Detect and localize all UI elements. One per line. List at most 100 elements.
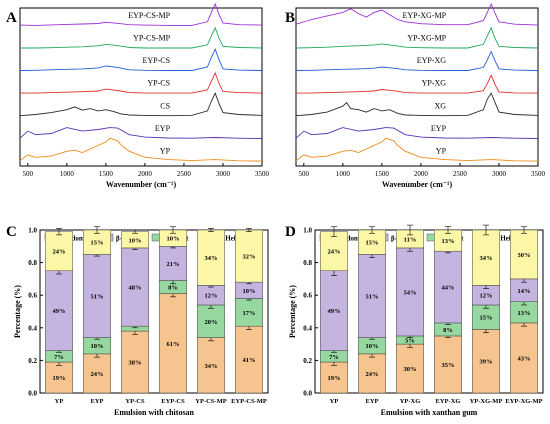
bar-panel-C: 0.0 0.2 0.4 0.6 0.8 1.0 Percentage (%) Emulsion… (13, 226, 269, 417)
bar-segment (396, 247, 424, 337)
category-label: YP (330, 398, 339, 405)
data-label: 32% (243, 254, 256, 261)
x-tick-label: 3000 (492, 170, 507, 178)
data-label: 48% (129, 285, 142, 292)
bar-segment (510, 229, 538, 280)
data-label: 11% (404, 236, 417, 243)
x-tick-label: 3500 (531, 170, 546, 178)
data-label: 15% (91, 240, 104, 247)
data-label: 21% (167, 261, 180, 268)
spectrum-line (295, 92, 539, 117)
x-tick-label: 2000 (138, 170, 153, 178)
legend-label: α-Helix (219, 235, 242, 243)
data-label: 24% (91, 371, 104, 378)
y-tick-label: 1.0 (28, 227, 37, 235)
data-label: 30% (404, 366, 417, 373)
bar-segment (358, 353, 386, 394)
bar-segment (45, 361, 73, 394)
data-label: 35% (442, 362, 455, 369)
series-label: EYP-XG (417, 56, 447, 65)
series-label: EYP (431, 124, 447, 133)
spectrum-line (296, 74, 539, 94)
data-label: 49% (53, 308, 66, 315)
x-axis-label: Emulsion with xanthan gum (381, 408, 478, 417)
plot-frame (19, 7, 263, 167)
bar-segment (235, 298, 263, 327)
spectrum-line (20, 71, 263, 94)
data-label: 24% (328, 249, 341, 256)
x-tick-label: 3500 (255, 170, 270, 178)
legend-label: Random coil (334, 235, 372, 243)
y-tick-label: 0.6 (303, 292, 312, 300)
category-label: YP-CS-MP (195, 398, 226, 405)
series-label: XG (434, 101, 446, 110)
panel-letter-C: C (6, 224, 17, 240)
data-label: 10% (243, 288, 256, 295)
spectrum-line (19, 127, 263, 139)
series-label: EYP (155, 124, 171, 133)
y-axis-label: Percentage (%) (288, 285, 297, 338)
x-tick-label: 500 (299, 170, 310, 178)
y-tick-label: 0.0 (28, 390, 37, 398)
bar-segment (472, 329, 500, 394)
y-tick-label: 0.2 (303, 357, 312, 365)
data-label: 8% (168, 285, 178, 292)
bar-segment (121, 330, 149, 394)
data-label: 12% (480, 293, 493, 300)
spectrum-line (19, 137, 263, 162)
category-label: YP-XG-MP (470, 398, 503, 405)
series-label: YP (436, 146, 447, 155)
data-label: 17% (243, 310, 256, 317)
data-label: 54% (404, 289, 417, 296)
category-label: EYP-CS (161, 398, 185, 405)
legend-label: Random coil (59, 235, 97, 243)
series-label: EYP-XG-MP (402, 11, 446, 20)
data-label: 7% (54, 354, 64, 361)
x-tick-label: 3000 (216, 170, 231, 178)
series-label: YP-XG (422, 79, 447, 88)
plot-frame (295, 7, 539, 167)
spectrum-line (295, 26, 539, 49)
bar-segment (45, 270, 73, 351)
x-tick-label: 1000 (60, 170, 75, 178)
data-label: 34% (205, 255, 218, 262)
bar-segment (434, 335, 462, 394)
data-label: 10% (366, 343, 379, 350)
x-axis-label: Wavenumber (cm⁻¹) (106, 180, 177, 189)
series-label: CS (160, 101, 170, 110)
data-label: 19% (328, 375, 341, 382)
spectrum-line (19, 48, 263, 71)
category-label: YP-XG (400, 398, 421, 405)
series-label: YP-CS (147, 79, 170, 88)
series-label: YP (160, 146, 171, 155)
category-label: EYP (366, 398, 379, 405)
y-tick-label: 0.8 (303, 259, 312, 267)
bar-segment (510, 322, 538, 394)
y-tick-label: 1.0 (303, 227, 312, 235)
category-label: EYP-XG (436, 398, 461, 405)
plot-frame (314, 229, 544, 394)
category-label: YP-CS (125, 398, 145, 405)
data-label: 41% (243, 357, 256, 364)
spectrum-line (295, 50, 539, 71)
data-label: 7% (329, 354, 339, 361)
data-label: 15% (366, 240, 379, 247)
series-label: EYP-CS-MP (128, 11, 170, 20)
category-label: YP (55, 398, 64, 405)
data-label: 8% (443, 327, 453, 334)
y-tick-label: 0.8 (28, 259, 37, 267)
spectrum-line (19, 92, 263, 117)
panel-letter-D: D (285, 224, 296, 240)
x-tick-label: 2500 (177, 170, 192, 178)
data-label: 12% (205, 293, 218, 300)
data-label: 38% (129, 360, 142, 367)
bar-segment (159, 246, 187, 281)
bar-segment (235, 229, 263, 283)
y-axis-label: Percentage (%) (13, 285, 22, 338)
spectrum-line (295, 127, 539, 139)
spectrum-line (19, 2, 263, 26)
y-tick-label: 0.0 (303, 390, 312, 398)
data-label: 61% (167, 341, 180, 348)
plot-frame (39, 229, 269, 394)
